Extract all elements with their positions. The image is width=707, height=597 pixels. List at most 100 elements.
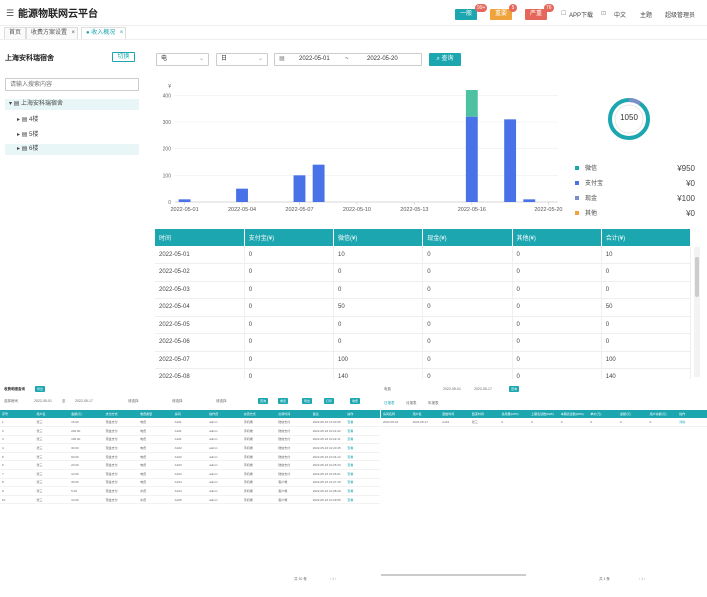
table-cell: 2022-05-16 10:22:11: [310, 435, 346, 445]
sidebar-title: 上海安科瑞宿舍: [5, 55, 54, 62]
query-button[interactable]: ⌕ 查询: [429, 53, 461, 66]
language-switch[interactable]: 中文: [614, 13, 627, 19]
table-cell: 0: [244, 281, 335, 299]
table-cell: admin: [207, 443, 242, 453]
table-scrollbar[interactable]: [694, 247, 700, 377]
thumb-left-col: 操作员: [207, 410, 242, 418]
tree-search-input[interactable]: [5, 78, 139, 91]
thumb-left-filter-end: 2022-05-17: [75, 399, 93, 403]
alarm-severe-button[interactable]: 严重: [525, 9, 548, 20]
app-download-link[interactable]: APP下载: [569, 13, 594, 19]
table-cell: 电费: [138, 435, 173, 445]
alarm-general-button[interactable]: 一般: [455, 9, 478, 20]
thumb-right-col: 用户名: [410, 410, 441, 418]
table-cell: 0: [601, 263, 692, 282]
y-tick-label: 200: [163, 147, 172, 153]
table-cell: 2022-05-02: [155, 263, 245, 282]
col-cash: 现金(¥): [422, 229, 513, 246]
tree-node-root[interactable]: ▾ ▤ 上海安科瑞宿舍: [5, 99, 139, 110]
thumb-left-export: 导出: [35, 386, 46, 392]
alarm-important-button[interactable]: 重要: [490, 9, 513, 20]
thumb-left-col: 房间: [172, 410, 208, 418]
tab-home[interactable]: 首页: [4, 27, 27, 39]
fee-detail-thumbnail: 收费明细查询 导出 选择房间 2022-05-01 至 2022-05-17 请…: [0, 384, 380, 589]
period-select[interactable]: 日 ⌄: [216, 53, 268, 66]
close-icon[interactable]: ×: [119, 30, 124, 36]
scrollbar-thumb[interactable]: [695, 257, 699, 297]
date-start[interactable]: 2022-05-01: [299, 56, 330, 62]
table-cell: 0: [244, 246, 335, 264]
table-row: 1 张三 15.00 现金支付 电费 A101 admin 手机端 微信支付 2022-05-16…: [0, 418, 380, 428]
thumb-right-tab-year: 年报表: [428, 401, 439, 405]
table-cell: 20.00: [69, 460, 104, 471]
date-end[interactable]: 2022-05-20: [367, 56, 398, 62]
table-cell: 1: [0, 418, 35, 428]
menu-icon[interactable]: ☰: [6, 8, 15, 18]
top-header: ☰ 能源物联网云平台 一般 99+ 重要 5 严重 76 ☐ APP下载 ⊡ 中…: [0, 0, 707, 26]
table-cell: 0: [512, 368, 602, 379]
table-row: 2022-05-02 0 0 0 0 0: [155, 263, 692, 282]
table-cell: 15.00: [69, 418, 104, 428]
tab-fee-plan[interactable]: 收费方案设置 ×: [26, 27, 79, 39]
caret-down-icon: ▾: [9, 101, 14, 107]
theme-switch[interactable]: 主题: [640, 13, 653, 19]
table-cell: 4: [0, 443, 35, 453]
thumb-right-date-end: 2022-05-17: [474, 387, 492, 391]
col-time: 时间: [155, 229, 245, 246]
table-cell: 手机端: [241, 469, 277, 479]
table-cell: 0: [512, 246, 602, 264]
tree-node-4f[interactable]: ▸ ▤ 4楼: [5, 115, 139, 126]
legend-swatch: [575, 166, 579, 171]
table-cell: 2022-05-17: [410, 418, 441, 428]
table-cell: 电费: [138, 469, 173, 479]
tree-node-6f[interactable]: ▸ ▤ 6楼: [5, 144, 139, 155]
table-cell: 水费: [138, 486, 173, 496]
date-range-picker[interactable]: ▦ 2022-05-01 ~ 2022-05-20: [274, 53, 422, 66]
table-cell: 0: [529, 418, 559, 428]
close-icon[interactable]: ×: [71, 30, 76, 36]
x-tick-label: 2022-05-16: [458, 207, 486, 213]
energy-type-select[interactable]: 电 ⌄: [156, 53, 209, 66]
legend-item-cash: 现金 ¥100: [575, 194, 695, 204]
thumb-left-col: 用户名: [34, 410, 70, 418]
table-row: 2022-05-01 2022-05-17 A101 张三 0 0 0 0 0 0 详情: [381, 418, 707, 428]
dot-icon: ●: [86, 30, 92, 36]
table-cell: 张三: [34, 443, 70, 453]
floor-icon: ▤: [21, 146, 30, 152]
table-cell: 查看: [345, 452, 380, 462]
y-tick-label: 0: [168, 200, 171, 206]
legend-swatch: [575, 211, 579, 216]
thumb-left-filter-start: 2022-05-01: [34, 399, 52, 403]
tree-node-5f[interactable]: ▸ ▤ 5楼: [5, 130, 139, 141]
bar-微信-2022-05-08: [312, 164, 325, 202]
table-cell: 0: [244, 316, 335, 334]
table-cell: 0: [512, 281, 602, 299]
table-cell: 张三: [34, 460, 70, 471]
table-cell: 查看: [345, 478, 380, 488]
table-cell: 10: [0, 495, 35, 505]
user-menu[interactable]: 超级管理员: [665, 13, 696, 19]
switch-button[interactable]: 切换: [112, 52, 135, 62]
table-cell: 3: [0, 435, 35, 445]
col-total: 合计(¥): [601, 229, 692, 246]
chevron-down-icon: ⌄: [257, 56, 263, 62]
table-cell: 现金支付: [103, 469, 139, 479]
table-cell: 0: [558, 418, 589, 428]
x-tick-label: 2022-05-10: [343, 207, 371, 213]
table-cell: 手机端: [241, 452, 277, 462]
table-cell: A101: [172, 435, 208, 445]
table-cell: 2022-05-16 10:26:01: [310, 469, 346, 479]
table-cell: 现金支付: [103, 418, 139, 428]
table-cell: 查看: [345, 426, 380, 436]
tree-node-label: 4楼: [29, 117, 39, 123]
table-row: 2022-05-06 0 0 0 0 0: [155, 333, 692, 352]
tab-income-overview[interactable]: ● 收入概况 ×: [81, 27, 127, 39]
thumb-left-col: 备注: [310, 410, 346, 418]
floor-icon: ▤: [21, 132, 30, 138]
table-cell: 张三: [34, 426, 70, 436]
thumb-left-btn-charge: 收费: [350, 398, 361, 404]
table-cell: 140: [601, 368, 692, 379]
table-cell: 2022-05-16 10:23:45: [310, 443, 346, 453]
legend-label: 支付宝: [585, 181, 604, 187]
table-row: 2022-05-07 0 100 0 0 100: [155, 351, 692, 369]
